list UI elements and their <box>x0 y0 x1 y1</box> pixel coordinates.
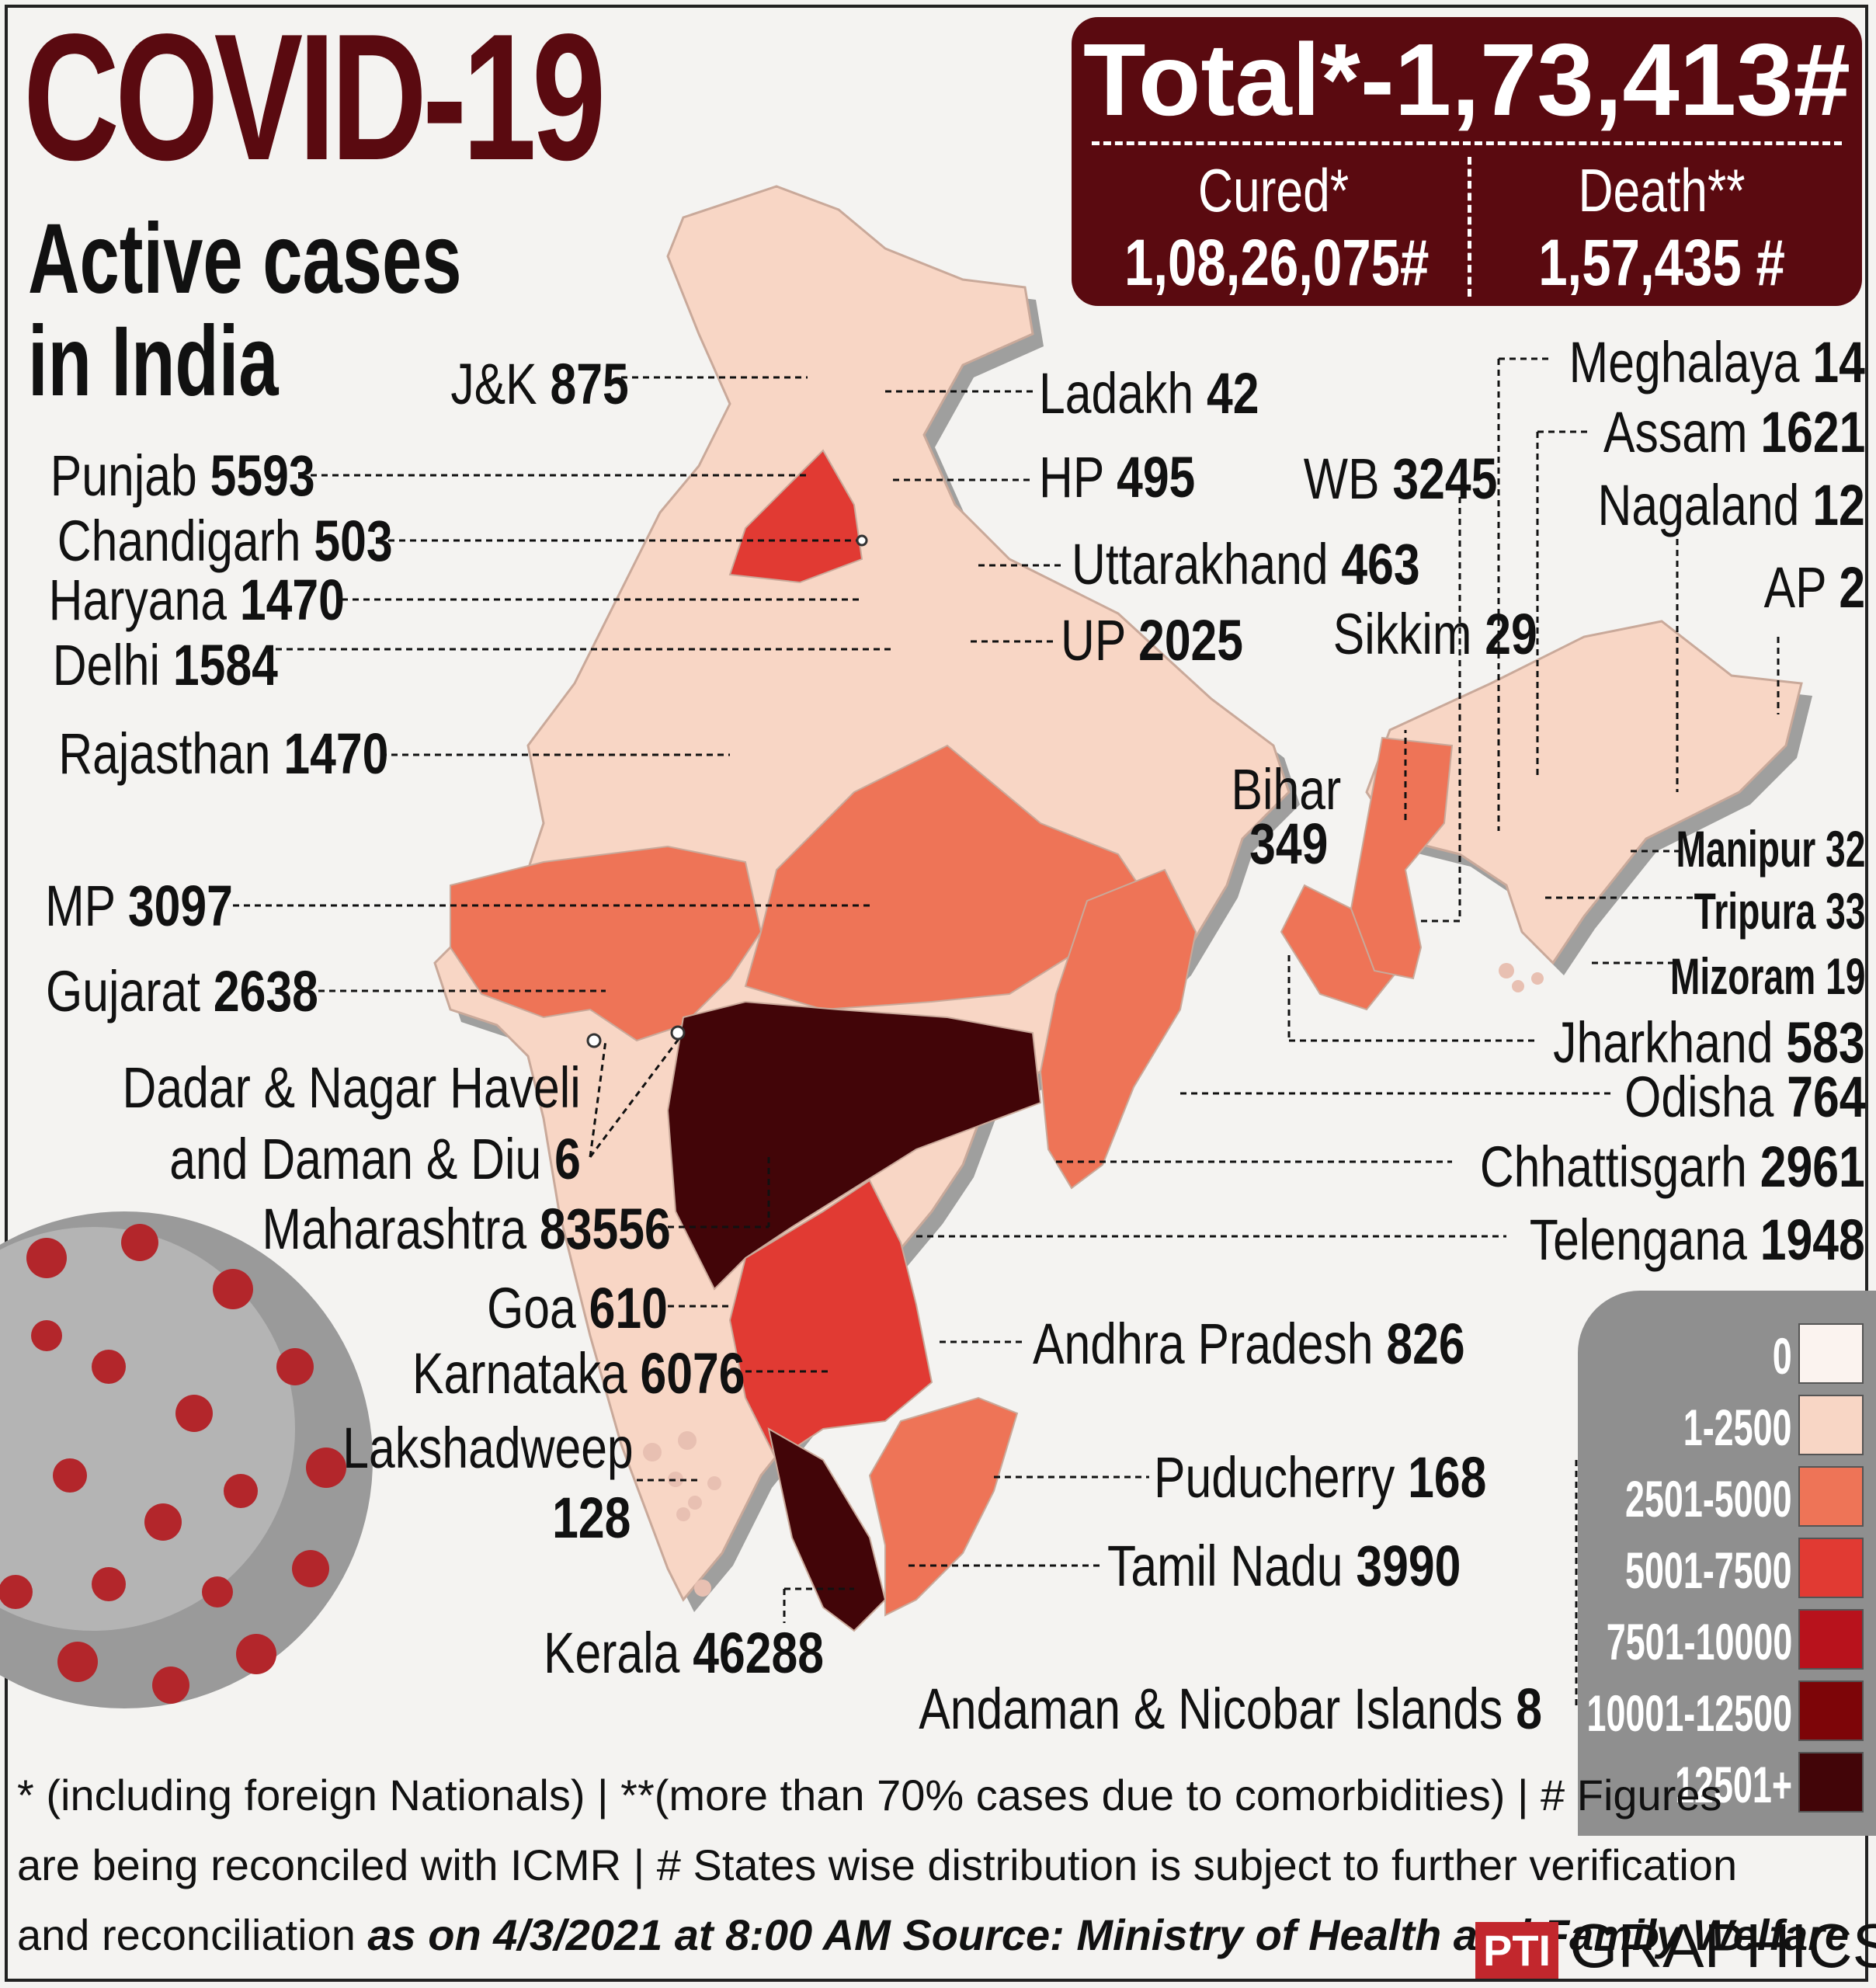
label-odisha: Odisha 764 <box>1624 1065 1865 1129</box>
label-assam: Assam 1621 <box>1603 400 1865 464</box>
legend-item: 1-2500 <box>1578 1390 1876 1461</box>
total-cases: Total*-1,73,413# <box>1082 23 1851 137</box>
label-jk: J&K 875 <box>450 352 629 416</box>
northeast-region <box>1365 620 1803 965</box>
label-telangana: Telengana 1948 <box>1530 1208 1865 1272</box>
label-ap-ne: AP 2 <box>1763 555 1865 620</box>
label-puducherry: Puducherry 168 <box>1154 1445 1487 1510</box>
graphics-label: GRAPHICS <box>1569 1911 1876 1980</box>
label-goa: Goa 610 <box>487 1276 668 1340</box>
label-delhi: Delhi 1584 <box>52 633 278 697</box>
label-up: UP 2025 <box>1061 608 1244 673</box>
leader-dots <box>586 534 868 1048</box>
label-uttarakhand: Uttarakhand 463 <box>1072 532 1420 596</box>
label-gujarat: Gujarat 2638 <box>46 959 318 1024</box>
state-mp <box>744 744 1151 1011</box>
state-karnataka <box>728 1179 933 1461</box>
footnote-line-1: * (including foreign Nationals) | **(mor… <box>17 1771 1722 1819</box>
legend-item: 5001-7500 <box>1578 1533 1876 1604</box>
label-punjab: Punjab 5593 <box>50 443 315 508</box>
legend-swatch <box>1798 1466 1864 1527</box>
infographic-frame <box>5 5 1868 1982</box>
label-dnh: and Daman & Diu 6 <box>169 1127 581 1191</box>
label-manipur: Manipur 32 <box>1676 820 1865 878</box>
state-maharashtra <box>666 1000 1042 1291</box>
label-andaman: Andaman & Nicobar Islands 8 <box>919 1677 1542 1741</box>
label-lakshadweep-value: 128 <box>552 1486 631 1550</box>
legend-swatch <box>1798 1538 1864 1598</box>
lakshadweep-islands <box>643 1431 721 1597</box>
label-meghalaya: Meghalaya 14 <box>1569 330 1865 394</box>
pti-graphics-credit: PTI GRAPHICS <box>1475 1910 1876 1982</box>
state-chhattisgarh <box>1039 868 1197 1190</box>
label-wb: WB 3245 <box>1303 447 1497 511</box>
death-value: 1,57,435 # <box>1538 226 1785 299</box>
label-haryana: Haryana 1470 <box>48 568 345 632</box>
label-andhra: Andhra Pradesh 826 <box>1033 1312 1465 1376</box>
label-chhattisgarh: Chhattisgarh 2961 <box>1480 1135 1865 1199</box>
subtitle-line-2: in India <box>28 306 279 417</box>
state-wb <box>1350 736 1454 980</box>
legend-item: 0 <box>1578 1319 1876 1390</box>
label-jharkhand: Jharkhand 583 <box>1553 1010 1865 1075</box>
legend-swatch <box>1798 1609 1864 1670</box>
legend-item: 7501-10000 <box>1578 1604 1876 1676</box>
label-lakshadweep-name: Lakshadweep <box>342 1416 634 1480</box>
footnote-line-3: and reconciliation as on 4/3/2021 at 8:0… <box>17 1910 1850 1959</box>
label-rajasthan: Rajasthan 1470 <box>57 721 388 786</box>
label-tamilnadu: Tamil Nadu 3990 <box>1107 1534 1461 1598</box>
totals-panel: Total*-1,73,413# Cured* 1,08,26,075# Dea… <box>1072 17 1862 306</box>
label-sikkim: Sikkim 29 <box>1332 602 1537 666</box>
page-title: COVID-19 <box>23 0 606 198</box>
totals-divider <box>1092 141 1842 145</box>
death-label: Death** <box>1578 156 1746 224</box>
label-dnh-line1: Dadar & Nagar Haveli <box>122 1055 581 1120</box>
footnote-line-2: are being reconciled with ICMR | # State… <box>17 1840 1738 1889</box>
legend-swatch <box>1798 1323 1864 1384</box>
label-mizoram: Mizoram 19 <box>1669 947 1865 1005</box>
label-chandigarh: Chandigarh 503 <box>57 509 393 573</box>
cured-value: 1,08,26,075# <box>1124 226 1430 299</box>
label-ladakh: Ladakh 42 <box>1039 361 1259 426</box>
legend-item: 2501-5000 <box>1578 1461 1876 1533</box>
label-nagaland: Nagaland 12 <box>1597 473 1865 537</box>
state-tamilnadu <box>868 1396 1019 1617</box>
label-tripura: Tripura 33 <box>1694 882 1865 940</box>
label-bihar-name: Bihar <box>1231 757 1342 822</box>
legend-swatch <box>1798 1680 1864 1741</box>
leader-lines <box>233 357 1780 1708</box>
state-kerala <box>767 1427 887 1632</box>
cured-label: Cured* <box>1197 156 1350 224</box>
legend-swatch <box>1798 1395 1864 1455</box>
legend: 0 1-2500 2501-5000 5001-7500 7501-10000 … <box>1578 1291 1876 1836</box>
legend-swatch <box>1798 1752 1864 1812</box>
state-punjab <box>728 449 863 584</box>
pti-logo: PTI <box>1475 1922 1559 1979</box>
subtitle-line-1: Active cases <box>28 203 462 315</box>
totals-vertical-divider <box>1468 157 1471 297</box>
coronavirus-illustration <box>0 1211 373 1708</box>
label-bihar-value: 349 <box>1249 812 1329 876</box>
label-kerala: Kerala 46288 <box>544 1621 825 1685</box>
legend-item: 10001-12500 <box>1578 1676 1876 1747</box>
label-mp: MP 3097 <box>45 874 233 938</box>
label-hp: HP 495 <box>1039 445 1196 509</box>
label-maharashtra: Maharashtra 83556 <box>262 1197 671 1261</box>
andaman-islands <box>1499 963 1544 992</box>
legend-item: 12501+ <box>1578 1747 1876 1819</box>
label-karnataka: Karnataka 6076 <box>412 1341 745 1406</box>
